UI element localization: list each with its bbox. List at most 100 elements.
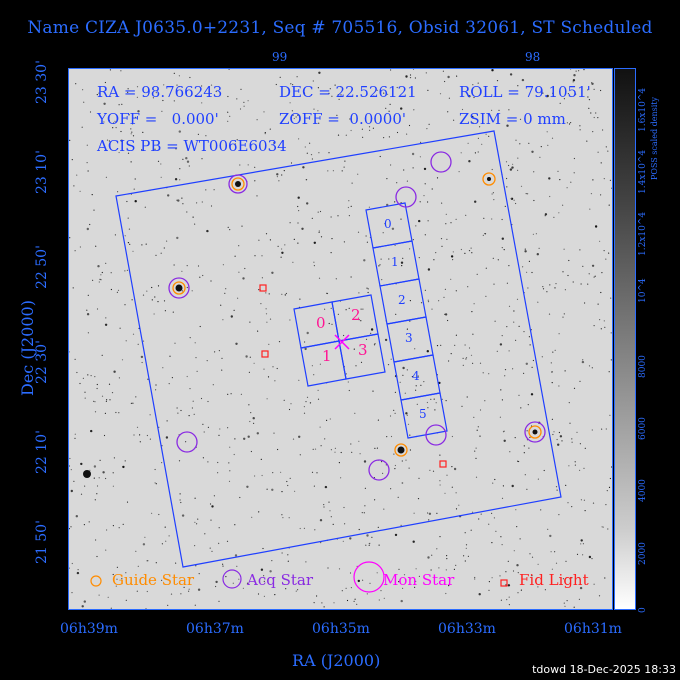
background-star [353, 348, 355, 350]
background-star [372, 127, 374, 129]
background-star [592, 131, 594, 133]
background-star [444, 313, 446, 315]
background-star [537, 563, 539, 565]
background-star [465, 214, 467, 216]
background-star [468, 95, 471, 98]
background-star [210, 205, 213, 207]
background-star [135, 116, 137, 118]
acis-s-array [365, 202, 448, 439]
background-star [394, 464, 396, 467]
background-star [303, 92, 306, 94]
background-star [580, 543, 582, 545]
background-star [348, 215, 350, 217]
background-star [196, 202, 198, 204]
background-star [73, 480, 75, 482]
ra-readout: RA = 98.766243 [97, 83, 223, 101]
background-star [181, 290, 183, 292]
background-star [179, 168, 181, 170]
chip-label-i0: 0 [316, 314, 326, 332]
background-star [515, 202, 517, 205]
background-star [394, 412, 396, 414]
background-star [194, 342, 196, 344]
background-star [105, 549, 107, 551]
background-star [368, 544, 370, 546]
background-star [465, 547, 467, 549]
background-star [531, 150, 534, 153]
background-star [427, 268, 431, 271]
background-star [537, 478, 539, 480]
background-star [288, 517, 290, 519]
background-star [334, 451, 336, 453]
background-star [295, 116, 297, 118]
background-star [215, 585, 217, 588]
background-star [552, 92, 554, 94]
background-star [229, 229, 231, 231]
background-star [503, 430, 505, 432]
background-star [468, 160, 471, 163]
background-star [517, 85, 519, 87]
background-star [234, 255, 236, 257]
background-star [476, 273, 478, 275]
background-star [69, 237, 71, 239]
guide-stars [172, 172, 542, 457]
background-star [542, 286, 544, 288]
background-star [319, 210, 322, 213]
background-star [297, 196, 300, 199]
background-star [424, 289, 426, 291]
background-star [581, 360, 585, 364]
background-star [500, 389, 502, 391]
background-star [555, 283, 557, 285]
background-star [466, 396, 468, 398]
acis-pb-readout: ACIS PB = WT006E6034 [97, 137, 287, 155]
background-star [579, 125, 581, 127]
background-star [573, 172, 575, 174]
background-star [557, 170, 559, 172]
background-star [362, 136, 364, 138]
background-star [197, 133, 199, 135]
background-star [185, 157, 188, 160]
background-star [365, 235, 367, 237]
background-star [513, 550, 515, 552]
background-star [408, 467, 410, 469]
background-star [488, 373, 490, 375]
background-star [161, 462, 163, 464]
background-star [510, 198, 512, 200]
background-star [518, 460, 520, 463]
background-star [105, 317, 107, 319]
background-star [483, 217, 485, 219]
background-star [563, 602, 565, 604]
background-star [104, 323, 108, 326]
background-star [533, 171, 535, 173]
background-star [439, 93, 442, 95]
background-star [343, 334, 345, 337]
background-star [426, 350, 429, 353]
background-star [126, 269, 128, 271]
background-star [152, 97, 154, 99]
background-star [310, 154, 313, 156]
background-star [116, 578, 118, 580]
background-star [572, 281, 574, 283]
background-star [349, 118, 351, 120]
background-star [176, 236, 179, 240]
background-star [136, 426, 139, 428]
background-star [115, 585, 117, 587]
background-star [289, 477, 291, 479]
background-star [580, 539, 583, 542]
background-star [537, 301, 539, 303]
background-star [518, 325, 520, 327]
background-star [95, 245, 97, 247]
background-star [230, 315, 233, 318]
background-star [413, 109, 415, 111]
legend-acq-star: Acq Star [247, 571, 314, 589]
background-star [414, 348, 416, 350]
background-star [366, 534, 369, 537]
background-star [257, 330, 259, 332]
background-star [608, 204, 610, 206]
background-star [271, 271, 274, 274]
background-star [234, 524, 236, 526]
background-star [374, 447, 376, 449]
background-star [394, 468, 396, 470]
background-star [570, 69, 572, 70]
background-star [99, 459, 101, 461]
background-star [267, 376, 270, 378]
